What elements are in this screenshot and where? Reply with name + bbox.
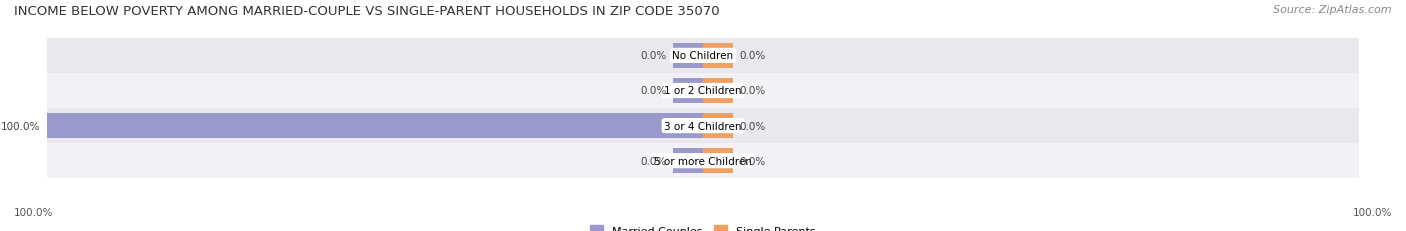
Text: Source: ZipAtlas.com: Source: ZipAtlas.com — [1274, 5, 1392, 15]
Text: No Children: No Children — [672, 51, 734, 61]
Bar — [46, 39, 1360, 74]
Text: 0.0%: 0.0% — [641, 156, 666, 166]
Text: 0.0%: 0.0% — [740, 156, 765, 166]
Text: 3 or 4 Children: 3 or 4 Children — [664, 121, 742, 131]
Text: 0.0%: 0.0% — [641, 51, 666, 61]
Text: 100.0%: 100.0% — [14, 207, 53, 217]
Text: 100.0%: 100.0% — [1353, 207, 1392, 217]
Legend: Married Couples, Single Parents: Married Couples, Single Parents — [586, 221, 820, 231]
Text: 5 or more Children: 5 or more Children — [654, 156, 752, 166]
Text: INCOME BELOW POVERTY AMONG MARRIED-COUPLE VS SINGLE-PARENT HOUSEHOLDS IN ZIP COD: INCOME BELOW POVERTY AMONG MARRIED-COUPL… — [14, 5, 720, 18]
Bar — [46, 113, 703, 139]
Bar — [703, 79, 733, 104]
Bar — [46, 143, 1360, 178]
Text: 1 or 2 Children: 1 or 2 Children — [664, 86, 742, 96]
Bar — [673, 148, 703, 173]
Bar — [703, 148, 733, 173]
Bar — [703, 113, 733, 139]
Text: 100.0%: 100.0% — [1, 121, 41, 131]
Bar — [703, 44, 733, 69]
Bar — [673, 44, 703, 69]
Bar — [673, 79, 703, 104]
Text: 0.0%: 0.0% — [641, 86, 666, 96]
Bar — [46, 74, 1360, 109]
Text: 0.0%: 0.0% — [740, 86, 765, 96]
Bar — [46, 109, 1360, 143]
Text: 0.0%: 0.0% — [740, 121, 765, 131]
Text: 0.0%: 0.0% — [740, 51, 765, 61]
